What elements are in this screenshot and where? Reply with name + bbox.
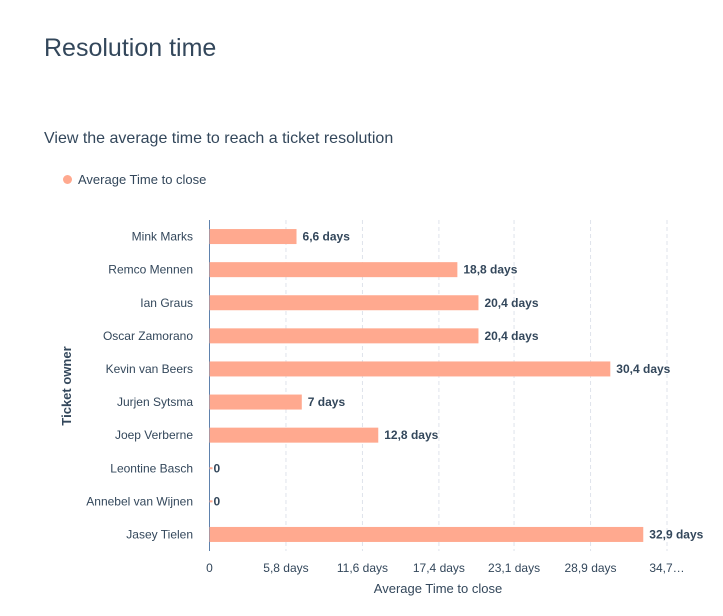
chart-title: Resolution time (44, 34, 217, 62)
x-tick-label: 17,4 days (413, 561, 465, 575)
bar (209, 229, 297, 245)
category-label: Joep Verberne (115, 428, 193, 442)
x-tick-label: 11,6 days (337, 561, 388, 575)
data-label: 30,4 days (616, 362, 670, 376)
x-tick-label: 5,8 days (263, 561, 308, 575)
legend[interactable]: Average Time to close (63, 172, 206, 187)
bar (209, 361, 611, 377)
y-axis-title: Ticket owner (59, 346, 74, 425)
x-axis-title: Average Time to close (374, 581, 502, 596)
category-label: Jurjen Sytsma (117, 395, 193, 409)
category-label: Mink Marks (132, 230, 193, 244)
data-label: 0 (214, 494, 221, 508)
category-label: Oscar Zamorano (103, 329, 193, 343)
bar (209, 262, 458, 278)
data-label: 20,4 days (484, 329, 538, 343)
legend-swatch (63, 175, 72, 184)
bar (209, 295, 479, 311)
chart-subtitle: View the average time to reach a ticket … (44, 130, 394, 147)
data-label: 18,8 days (463, 263, 517, 277)
bar (209, 328, 479, 344)
data-label: 7 days (308, 395, 346, 409)
category-label: Annebel van Wijnen (86, 494, 193, 508)
data-label: 0 (214, 461, 221, 475)
x-tick-label: 23,1 days (488, 561, 540, 575)
legend-label: Average Time to close (78, 172, 207, 187)
bar (209, 427, 379, 443)
category-label: Kevin van Beers (106, 362, 193, 376)
category-label: Ian Graus (140, 296, 193, 310)
category-label: Jasey Tielen (126, 527, 193, 541)
data-label: 6,6 days (303, 230, 351, 244)
x-tick-label: 28,9 days (565, 561, 617, 575)
data-label: 12,8 days (384, 428, 438, 442)
x-tick-label: 0 (206, 561, 213, 575)
category-label: Leontine Basch (110, 461, 193, 475)
x-tick-label: 34,7… (649, 561, 684, 575)
category-label: Remco Mennen (108, 263, 193, 277)
bar (209, 526, 644, 542)
data-label: 32,9 days (649, 527, 703, 541)
bar (209, 394, 302, 410)
data-label: 20,4 days (484, 296, 538, 310)
